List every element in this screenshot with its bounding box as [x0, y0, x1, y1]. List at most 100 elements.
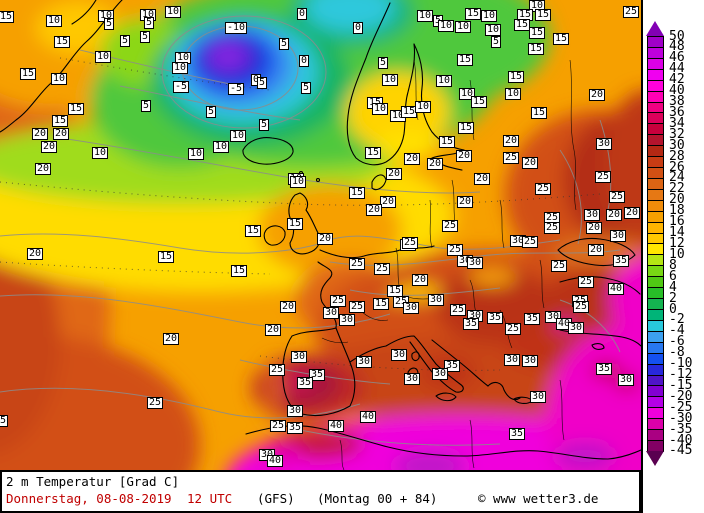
temp-label: 10	[454, 21, 472, 33]
temp-label: 15	[530, 107, 548, 119]
temp-label: 10	[437, 20, 455, 32]
temp-label: 25	[373, 263, 391, 275]
temp-label: 25	[543, 222, 561, 234]
temp-label: 10	[414, 101, 432, 113]
temp-label: 10	[45, 15, 63, 27]
temp-label: 25	[550, 260, 568, 272]
colorbar-tick-label: 26	[669, 159, 685, 175]
temp-label: 30	[544, 311, 562, 323]
temp-label: 25	[329, 295, 347, 307]
colorbar-tick-label: 30	[669, 137, 685, 153]
temp-label: 20	[162, 333, 180, 345]
temp-label: 25	[504, 323, 522, 335]
temp-label: 30	[567, 322, 585, 334]
temp-label: 15	[244, 225, 262, 237]
temp-label: 20	[365, 204, 383, 216]
temp-label: 5	[140, 100, 152, 112]
colorbar-tick-label: 48	[669, 39, 685, 55]
temp-label: 20	[587, 244, 605, 256]
temp-label: 20	[40, 141, 58, 153]
temp-label: 30	[431, 368, 449, 380]
temp-label: 15	[230, 265, 248, 277]
temp-label: 25	[0, 415, 9, 427]
temp-label: 30	[290, 351, 308, 363]
temp-label: 15	[286, 218, 304, 230]
temp-label: 15	[513, 19, 531, 31]
temp-label: 10	[416, 10, 434, 22]
temp-label: 30	[583, 209, 601, 221]
colorbar-tick-label: 4	[669, 279, 677, 295]
temp-label: 5	[139, 31, 151, 43]
colorbar-tick-label: 38	[669, 94, 685, 110]
temp-label: 10	[171, 62, 189, 74]
colorbar-tick-label: 34	[669, 115, 685, 131]
footer-time: 12 UTC	[187, 491, 233, 506]
temp-label: 40	[266, 455, 284, 467]
temp-label: 25	[502, 152, 520, 164]
temp-label: 5	[258, 119, 270, 131]
temp-label: 15	[157, 251, 175, 263]
colorbar-tick-label: -45	[669, 443, 693, 459]
colorbar-tick-label: -35	[669, 421, 693, 437]
colorbar-tick-label: 22	[669, 181, 685, 197]
temp-label: 30	[402, 302, 420, 314]
temp-label: 30	[529, 391, 547, 403]
colorbar-tick-label: 46	[669, 50, 685, 66]
colorbar-tick-label: 0	[669, 301, 677, 317]
temp-label: 40	[327, 420, 345, 432]
colorbar-tick-label: -30	[669, 410, 693, 426]
temp-label: 30	[286, 405, 304, 417]
temp-label: 25	[401, 237, 419, 249]
temp-label: 30	[338, 314, 356, 326]
temp-label: 35	[523, 313, 541, 325]
colorbar-tick-label: 44	[669, 61, 685, 77]
map-title: 2 m Temperatur [Grad C]	[6, 474, 180, 489]
temp-label: 30	[609, 230, 627, 242]
temp-label: 10	[289, 176, 307, 188]
temp-label: 10	[50, 73, 68, 85]
temp-label: 35	[486, 312, 504, 324]
temp-label: 0	[296, 8, 308, 20]
temp-label: 40	[359, 411, 377, 423]
temp-label: 25	[608, 191, 626, 203]
temp-label: 15	[53, 36, 71, 48]
map-area: 15 10 15 15 10 10 5 5 10 5 10 5 15 15 20 20 20 20 10 10 20 15…	[0, 0, 641, 470]
temp-label: 5	[119, 35, 131, 47]
temp-label: 20	[585, 222, 603, 234]
temp-label: 20	[521, 157, 539, 169]
temp-label: 15	[19, 68, 37, 80]
temp-label: 20	[411, 274, 429, 286]
temp-label: 5	[490, 36, 502, 48]
temp-label: 5	[205, 106, 217, 118]
temp-label: 10	[187, 148, 205, 160]
colorbar-tick-label: 40	[669, 83, 685, 99]
footer-run: (Montag 00 + 84)	[317, 491, 438, 506]
temp-label: 25	[348, 301, 366, 313]
temp-label: 20	[588, 89, 606, 101]
temp-label: 10	[504, 88, 522, 100]
temp-label: 5	[278, 38, 290, 50]
temp-label: -10	[224, 22, 248, 34]
temp-label: 15	[364, 147, 382, 159]
temp-label: 25	[446, 244, 464, 256]
temp-label: 25	[534, 183, 552, 195]
temp-label: 20	[426, 158, 444, 170]
temp-label: 15	[438, 136, 456, 148]
colorbar-tick-label: -4	[669, 323, 685, 339]
temp-label: 10	[212, 141, 230, 153]
temp-label: 20	[26, 248, 44, 260]
temp-label: 35	[508, 428, 526, 440]
temp-label: 35	[462, 318, 480, 330]
colorbar-tick-label: -25	[669, 399, 693, 415]
temp-label: 10	[91, 147, 109, 159]
temp-label: 15	[457, 122, 475, 134]
temp-label: 25	[577, 276, 595, 288]
temp-label: 15	[348, 187, 366, 199]
temp-label: 5	[103, 18, 115, 30]
temp-label: 20	[264, 324, 282, 336]
temp-label: 30	[390, 349, 408, 361]
temp-label: 30	[403, 373, 421, 385]
temp-label: 10	[484, 24, 502, 36]
temp-label: 25	[146, 397, 164, 409]
